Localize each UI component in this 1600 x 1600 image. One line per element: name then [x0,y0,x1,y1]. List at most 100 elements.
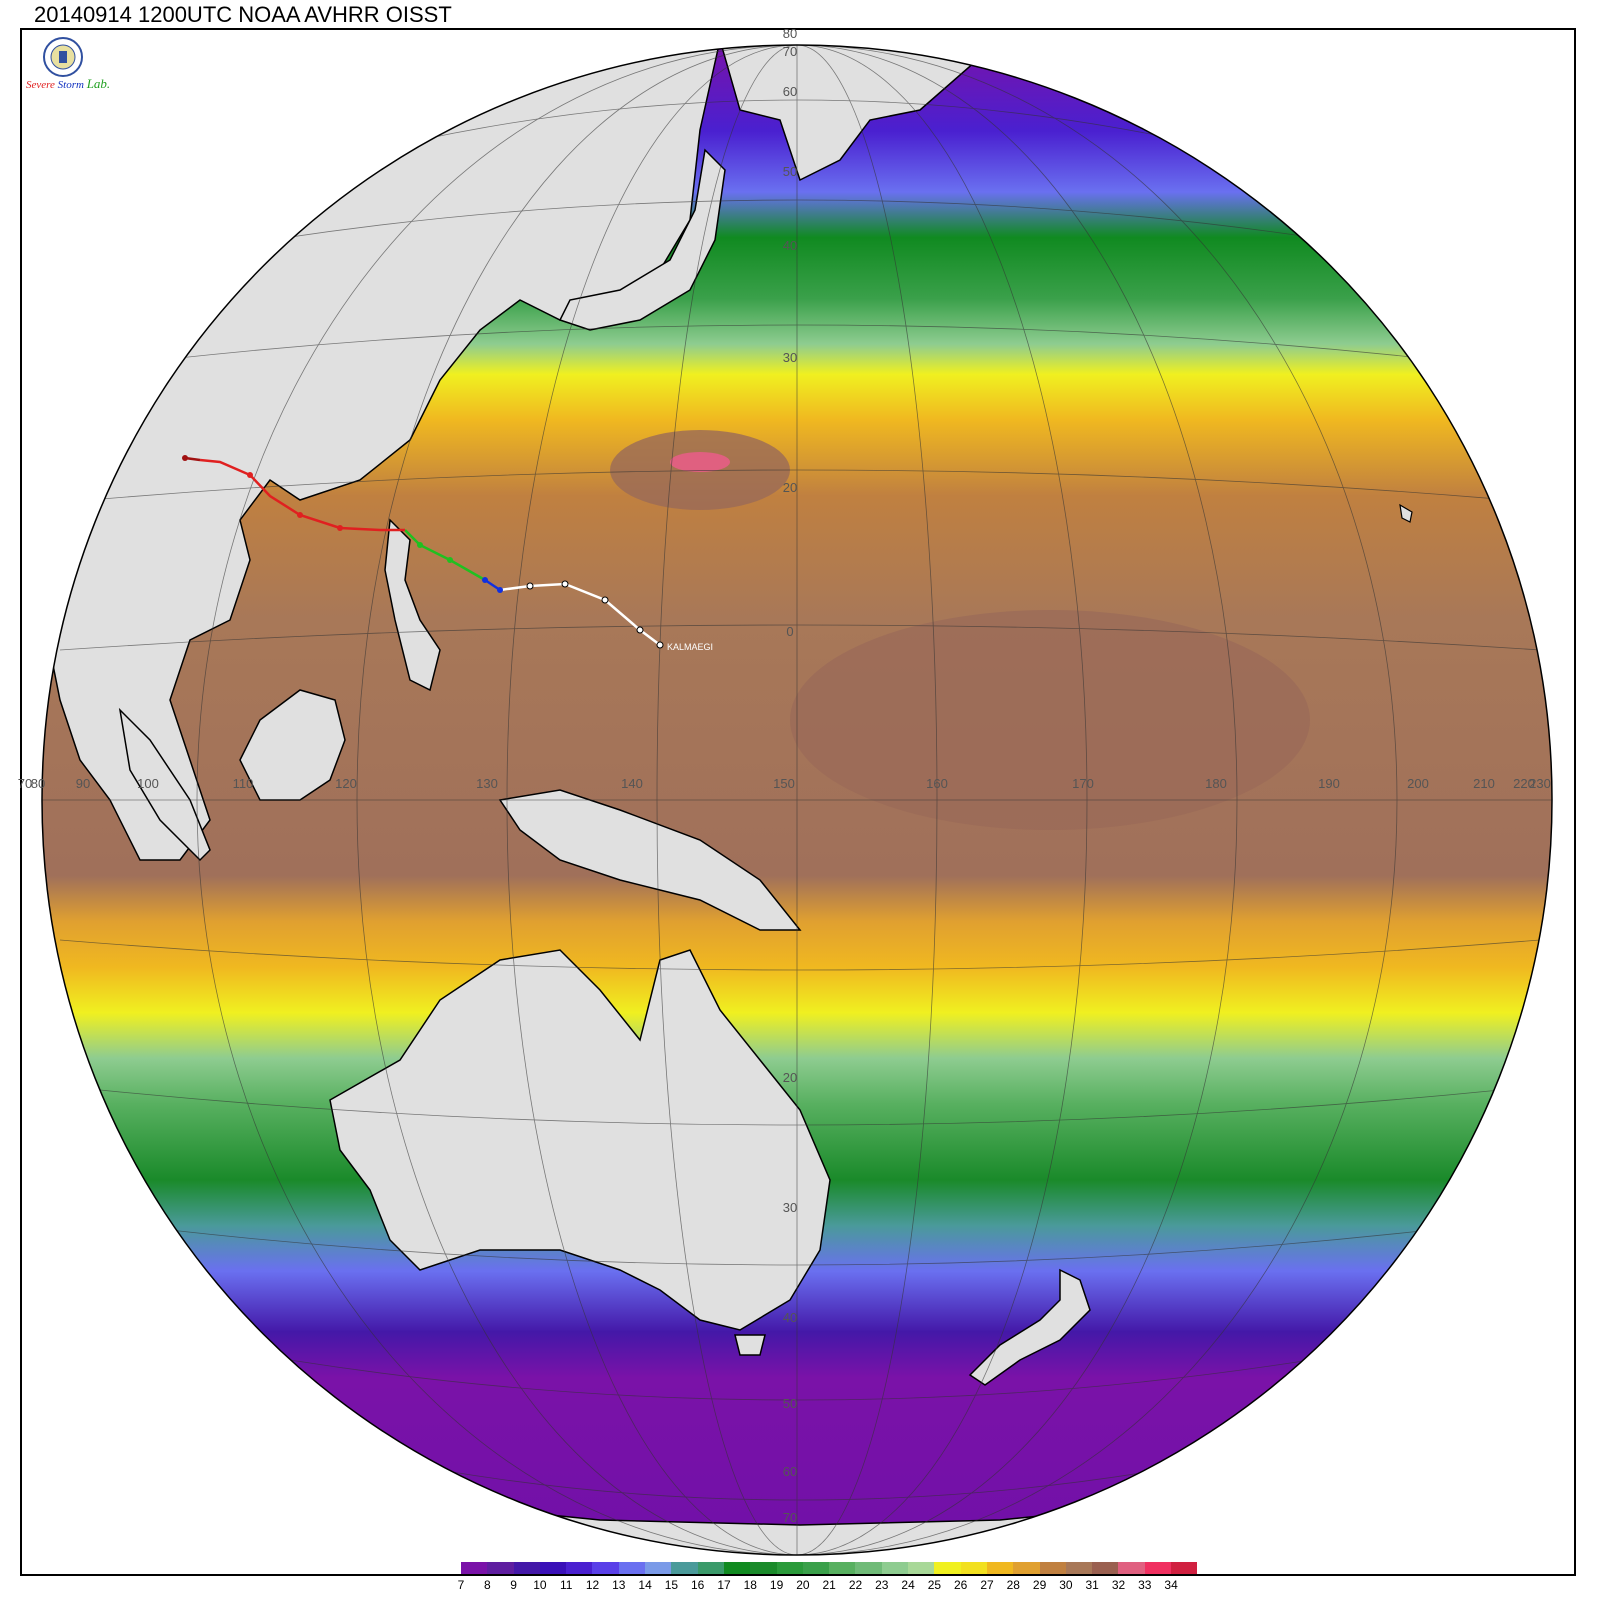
longitude-label: 200 [1407,776,1429,791]
latitude-labels: 80 70 60 50 40 30 20 0 20 30 40 50 60 70 [783,26,797,1525]
legend-swatch [618,1562,646,1574]
latitude-label: 0 [786,624,793,639]
latitude-label: 70 [783,1510,797,1525]
legend-label: 23 [875,1578,889,1592]
latitude-label: 30 [783,350,797,365]
warm-pool-patch [790,610,1310,830]
latitude-label: 20 [783,480,797,495]
legend-label: 29 [1032,1578,1047,1592]
logo-text-lab: Lab. [86,76,111,91]
legend-swatch [829,1562,856,1574]
legend-label: 28 [1006,1578,1020,1592]
lab-logo: Severe Storm Lab. [26,36,110,96]
legend-swatch [539,1562,567,1574]
legend-label: 9 [510,1578,517,1592]
land-new-guinea [498,789,802,931]
legend-swatch [1039,1562,1066,1574]
legend-swatch [1144,1562,1172,1574]
legend-label: 34 [1164,1578,1178,1592]
land-new-zealand [968,1268,1091,1386]
latitude-label: 70 [783,44,797,59]
longitude-label: 150 [773,776,795,791]
legend-swatch [461,1562,488,1574]
land-japan [558,148,726,331]
legend-swatch [592,1562,619,1574]
legend-swatch [513,1562,540,1574]
latitude-label: 80 [783,26,797,41]
legend-label: 31 [1085,1578,1099,1592]
latitude-label: 30 [783,1200,797,1215]
longitude-label: 220 [1513,776,1535,791]
land-philippines [384,518,441,692]
color-legend-labels: 7 8 9 10 11 12 13 14 15 16 17 18 19 20 21 22 23 24 25 26 27 2… [457,1578,1178,1594]
legend-label: 13 [612,1578,626,1592]
legend-label: 27 [980,1578,994,1592]
longitude-label: 120 [335,776,357,791]
logo-text-mid: Storm [57,79,84,91]
legend-label: 32 [1111,1578,1126,1592]
legend-label: 16 [691,1578,705,1592]
storm-track [182,455,664,649]
legend-swatch [855,1562,882,1574]
legend-label: 33 [1138,1578,1152,1592]
longitude-label: 100 [137,776,159,791]
hot-spot [670,452,730,472]
latitude-label: 50 [783,164,797,179]
legend-label: 8 [483,1578,491,1592]
seal-icon [43,37,83,77]
longitude-label: 210 [1473,776,1495,791]
legend-label: 14 [638,1578,652,1592]
longitude-label: 80 [31,776,45,791]
legend-label: 21 [822,1578,836,1592]
longitude-label: 130 [476,776,498,791]
legend-swatch [487,1562,514,1574]
latitude-label: 40 [783,1310,797,1325]
longitude-label: 70 [18,776,32,791]
graticule [42,45,1552,1555]
globe-surface [42,45,1552,1555]
legend-label: 30 [1059,1578,1073,1592]
legend-label: 20 [796,1578,810,1592]
legend-label: 17 [717,1578,731,1592]
legend-swatch [1013,1562,1040,1574]
longitude-label: 190 [1318,776,1340,791]
longitude-label: 90 [76,776,90,791]
legend-swatch [1118,1562,1145,1574]
legend-swatch [671,1562,698,1574]
legend-swatch [934,1562,961,1574]
legend-swatch [697,1562,724,1574]
storm-name-label: KALMAEGI [667,642,713,652]
legend-swatch [645,1562,672,1574]
globe-outline [41,44,1553,1556]
legend-swatch [566,1562,593,1574]
legend-label: 12 [585,1578,600,1592]
legend-swatch [1171,1562,1198,1574]
color-legend [461,1562,1198,1574]
longitude-label: 110 [233,776,254,791]
map-title: 20140914 1200UTC NOAA AVHRR OISST [34,2,452,27]
legend-swatch [986,1562,1014,1574]
legend-label: 7 [457,1578,465,1592]
legend-label: 24 [901,1578,915,1592]
longitude-label: 160 [926,776,948,791]
land-australia [329,949,831,1331]
logo-text-top: Severe [26,79,55,91]
legend-label: 18 [743,1578,757,1592]
legend-label: 26 [954,1578,968,1592]
land-sumatra [118,707,211,862]
legend-swatch [881,1562,909,1574]
legend-label: 10 [533,1578,547,1592]
legend-label: 22 [848,1578,863,1592]
longitude-label: 170 [1072,776,1094,791]
legend-label: 25 [927,1578,942,1592]
longitude-label: 140 [621,776,643,791]
legend-swatch [776,1562,803,1574]
legend-swatch [750,1562,777,1574]
longitude-label: 230 [1529,776,1551,791]
legend-swatch [908,1562,935,1574]
legend-swatch [1092,1562,1119,1574]
legend-label: 11 [559,1578,573,1592]
land-hawaii [1399,503,1413,523]
